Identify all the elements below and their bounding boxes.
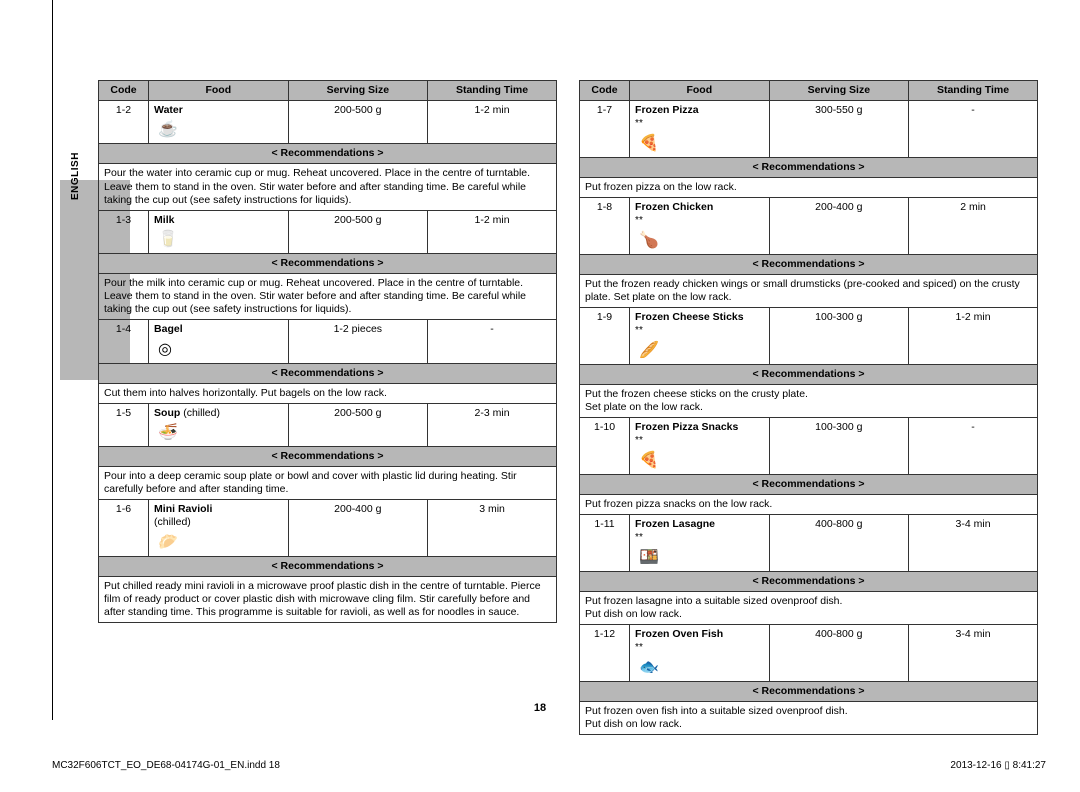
food-cell: Frozen Cheese Sticks**🥖	[630, 308, 770, 365]
serving-cell: 200-400 g	[288, 500, 428, 556]
standing-cell: -	[428, 320, 557, 363]
rec-text: Pour the milk into ceramic cup or mug. R…	[99, 274, 557, 320]
rec-header: < Recommendations >	[580, 157, 1038, 177]
serving-cell: 1-2 pieces	[288, 320, 428, 363]
right-table: CodeFoodServing SizeStanding Time1-7Froz…	[579, 80, 1038, 735]
rec-header: < Recommendations >	[580, 474, 1038, 494]
food-cell: Water☕	[149, 101, 289, 144]
code-cell: 1-9	[580, 308, 630, 365]
rec-header: < Recommendations >	[580, 254, 1038, 274]
serving-cell: 100-300 g	[769, 308, 909, 365]
rec-header: < Recommendations >	[99, 446, 557, 466]
food-cell: Frozen Pizza**🍕	[630, 101, 770, 158]
serving-cell: 200-400 g	[769, 198, 909, 255]
standing-cell: 3-4 min	[909, 624, 1038, 681]
code-cell: 1-5	[99, 403, 149, 446]
side-tab-label: ENGLISH	[70, 152, 81, 200]
code-cell: 1-11	[580, 514, 630, 571]
food-cell: Soup (chilled)🍜	[149, 403, 289, 446]
rec-text: Put chilled ready mini ravioli in a micr…	[99, 576, 557, 622]
rec-text: Put frozen lasagne into a suitable sized…	[580, 591, 1038, 624]
serving-cell: 100-300 g	[769, 418, 909, 475]
page: ENGLISH CodeFoodServing SizeStanding Tim…	[0, 0, 1080, 792]
food-cell: Frozen Oven Fish**🐟	[630, 624, 770, 681]
rec-header: < Recommendations >	[580, 571, 1038, 591]
food-cell: Frozen Pizza Snacks**🍕	[630, 418, 770, 475]
food-cell: Bagel◎	[149, 320, 289, 363]
serving-cell: 200-500 g	[288, 210, 428, 253]
code-cell: 1-8	[580, 198, 630, 255]
serving-cell: 300-550 g	[769, 101, 909, 158]
rec-header: < Recommendations >	[99, 253, 557, 273]
serving-cell: 400-800 g	[769, 514, 909, 571]
standing-cell: 1-2 min	[428, 101, 557, 144]
standing-cell: 3-4 min	[909, 514, 1038, 571]
left-table: CodeFoodServing SizeStanding Time 1-2Wate…	[98, 80, 557, 623]
rec-text: Cut them into halves horizontally. Put b…	[99, 383, 557, 403]
footer-left: MC32F606TCT_EO_DE68-04174G-01_EN.indd 18	[52, 760, 280, 771]
content-columns: CodeFoodServing SizeStanding Time1-2Wate…	[98, 80, 1038, 735]
serving-cell: 200-500 g	[288, 403, 428, 446]
col-header: Food	[149, 81, 289, 101]
col-header: Food	[630, 81, 770, 101]
col-header: Standing Time	[428, 81, 557, 101]
col-header: Code	[580, 81, 630, 101]
code-cell: 1-4	[99, 320, 149, 363]
code-cell: 1-6	[99, 500, 149, 556]
standing-cell: 2 min	[909, 198, 1038, 255]
col-header: Serving Size	[288, 81, 428, 101]
code-cell: 1-2	[99, 101, 149, 144]
standing-cell: 1-2 min	[909, 308, 1038, 365]
code-cell: 1-3	[99, 210, 149, 253]
rec-text: Put frozen pizza snacks on the low rack.	[580, 494, 1038, 514]
left-column: CodeFoodServing SizeStanding Time 1-2Wate…	[98, 80, 557, 735]
page-number: 18	[0, 702, 1080, 714]
code-cell: 1-12	[580, 624, 630, 681]
rec-header: < Recommendations >	[99, 144, 557, 164]
food-cell: Frozen Lasagne**🍱	[630, 514, 770, 571]
food-cell: Mini Ravioli(chilled)🥟	[149, 500, 289, 556]
rec-header: < Recommendations >	[580, 364, 1038, 384]
standing-cell: 3 min	[428, 500, 557, 556]
col-header: Code	[99, 81, 149, 101]
rec-text: Put the frozen ready chicken wings or sm…	[580, 274, 1038, 307]
right-column: CodeFoodServing SizeStanding Time1-7Froz…	[579, 80, 1038, 735]
rec-text: Pour the water into ceramic cup or mug. …	[99, 164, 557, 210]
col-header: Serving Size	[769, 81, 909, 101]
code-cell: 1-10	[580, 418, 630, 475]
food-cell: Milk🥛	[149, 210, 289, 253]
rec-text: Put frozen pizza on the low rack.	[580, 177, 1038, 197]
rec-text: Put the frozen cheese sticks on the crus…	[580, 384, 1038, 417]
standing-cell: -	[909, 418, 1038, 475]
standing-cell: -	[909, 101, 1038, 158]
col-header: Standing Time	[909, 81, 1038, 101]
footer-right: 2013-12-16 ▯ 8:41:27	[950, 760, 1046, 771]
rec-header: < Recommendations >	[99, 556, 557, 576]
serving-cell: 200-500 g	[288, 101, 428, 144]
food-cell: Frozen Chicken**🍗	[630, 198, 770, 255]
rec-header: < Recommendations >	[99, 363, 557, 383]
rec-text: Pour into a deep ceramic soup plate or b…	[99, 467, 557, 500]
serving-cell: 400-800 g	[769, 624, 909, 681]
vertical-rule	[52, 0, 53, 720]
code-cell: 1-7	[580, 101, 630, 158]
standing-cell: 2-3 min	[428, 403, 557, 446]
standing-cell: 1-2 min	[428, 210, 557, 253]
rec-header: < Recommendations >	[580, 681, 1038, 701]
